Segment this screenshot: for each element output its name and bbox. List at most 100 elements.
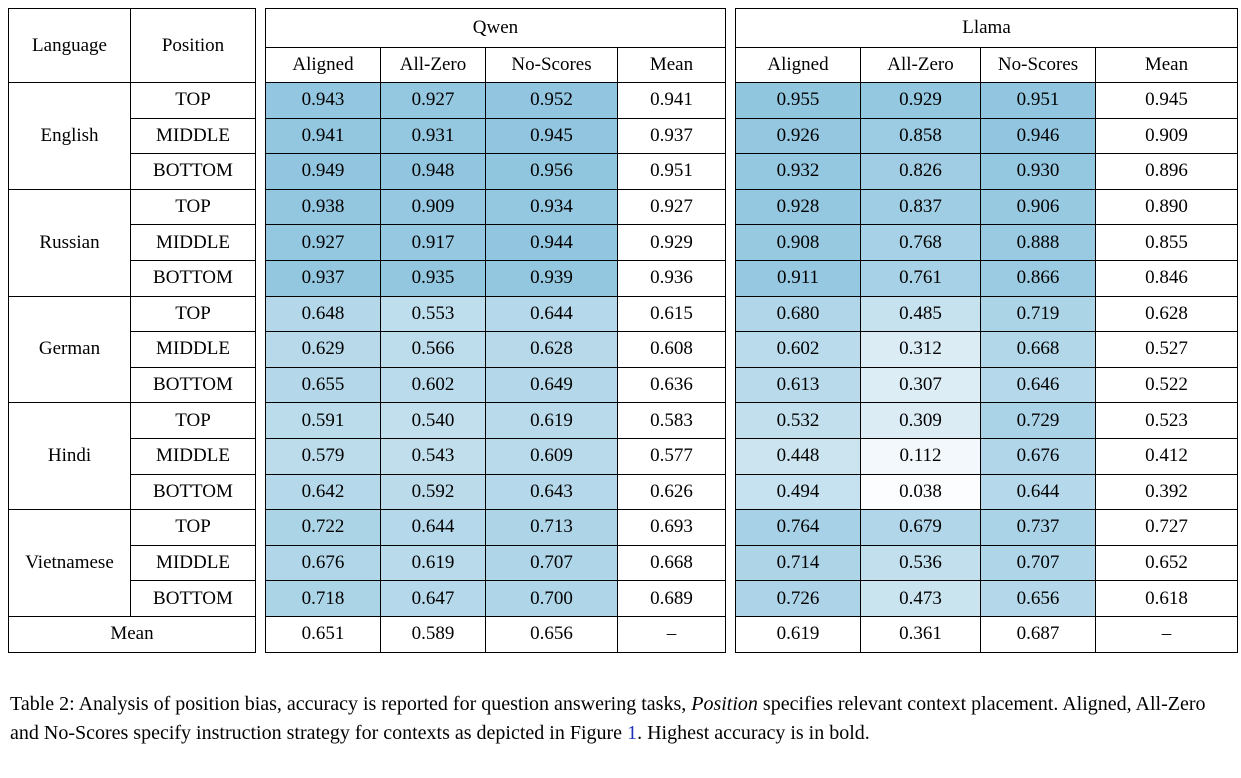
accuracy-cell: 0.941 bbox=[617, 82, 726, 119]
accuracy-cell: 0.412 bbox=[1095, 437, 1238, 475]
accuracy-cell: 0.944 bbox=[485, 224, 618, 261]
mean-accuracy-cell: 0.619 bbox=[735, 615, 861, 653]
caption-position-italic: Position bbox=[691, 693, 758, 715]
accuracy-cell: 0.943 bbox=[265, 82, 381, 119]
accuracy-cell: 0.644 bbox=[485, 295, 618, 333]
accuracy-cell: 0.583 bbox=[617, 402, 726, 439]
caption-text: Table 2: Analysis of position bias, accu… bbox=[10, 693, 692, 715]
accuracy-cell: 0.652 bbox=[1095, 544, 1238, 582]
accuracy-cell: 0.679 bbox=[860, 509, 981, 546]
accuracy-cell: 0.494 bbox=[735, 473, 861, 511]
language-column-header: Language bbox=[8, 8, 131, 83]
accuracy-cell: 0.911 bbox=[735, 259, 861, 297]
accuracy-cell: 0.737 bbox=[980, 509, 1096, 546]
position-column-header: Position bbox=[130, 8, 256, 83]
language-cell: German bbox=[8, 295, 131, 404]
accuracy-cell: 0.931 bbox=[380, 117, 486, 155]
accuracy-cell: 0.858 bbox=[860, 117, 981, 155]
accuracy-cell: 0.917 bbox=[380, 224, 486, 261]
accuracy-cell: 0.656 bbox=[980, 580, 1096, 617]
position-cell: BOTTOM bbox=[130, 153, 256, 190]
position-cell: BOTTOM bbox=[130, 366, 256, 404]
accuracy-cell: 0.951 bbox=[980, 82, 1096, 119]
accuracy-cell: 0.112 bbox=[860, 437, 981, 475]
accuracy-cell: 0.722 bbox=[265, 509, 381, 546]
accuracy-cell: 0.629 bbox=[265, 331, 381, 368]
accuracy-cell: 0.668 bbox=[980, 331, 1096, 368]
accuracy-cell: 0.761 bbox=[860, 259, 981, 297]
mean-accuracy-cell: 0.656 bbox=[485, 615, 618, 653]
qwen-allzero-header: All-Zero bbox=[380, 47, 486, 83]
accuracy-cell: 0.718 bbox=[265, 580, 381, 617]
mean-row-label: Mean bbox=[8, 615, 256, 653]
accuracy-cell: 0.643 bbox=[485, 473, 618, 511]
accuracy-cell: 0.536 bbox=[860, 544, 981, 582]
position-cell: TOP bbox=[130, 295, 256, 333]
accuracy-cell: 0.609 bbox=[485, 437, 618, 475]
block-gap bbox=[255, 8, 266, 652]
accuracy-cell: 0.937 bbox=[265, 259, 381, 297]
accuracy-cell: 0.726 bbox=[735, 580, 861, 617]
accuracy-cell: 0.676 bbox=[265, 544, 381, 582]
position-cell: MIDDLE bbox=[130, 224, 256, 261]
accuracy-cell: 0.896 bbox=[1095, 153, 1238, 190]
accuracy-cell: 0.714 bbox=[735, 544, 861, 582]
accuracy-cell: 0.936 bbox=[617, 259, 726, 297]
accuracy-cell: 0.866 bbox=[980, 259, 1096, 297]
accuracy-cell: 0.473 bbox=[860, 580, 981, 617]
accuracy-cell: 0.628 bbox=[1095, 295, 1238, 333]
mean-accuracy-cell: – bbox=[1095, 615, 1238, 653]
language-cell: Russian bbox=[8, 188, 131, 297]
mean-accuracy-cell: 0.361 bbox=[860, 615, 981, 653]
accuracy-cell: 0.619 bbox=[380, 544, 486, 582]
accuracy-cell: 0.527 bbox=[1095, 331, 1238, 368]
accuracy-cell: 0.927 bbox=[617, 188, 726, 226]
accuracy-cell: 0.700 bbox=[485, 580, 618, 617]
accuracy-cell: 0.312 bbox=[860, 331, 981, 368]
accuracy-cell: 0.038 bbox=[860, 473, 981, 511]
accuracy-cell: 0.523 bbox=[1095, 402, 1238, 439]
figure-1-link[interactable]: 1 bbox=[627, 722, 638, 744]
accuracy-cell: 0.309 bbox=[860, 402, 981, 439]
accuracy-cell: 0.644 bbox=[980, 473, 1096, 511]
position-cell: TOP bbox=[130, 188, 256, 226]
mean-accuracy-cell: 0.651 bbox=[265, 615, 381, 653]
accuracy-cell: 0.764 bbox=[735, 509, 861, 546]
accuracy-cell: 0.948 bbox=[380, 153, 486, 190]
accuracy-cell: 0.906 bbox=[980, 188, 1096, 226]
mean-accuracy-cell: 0.687 bbox=[980, 615, 1096, 653]
qwen-aligned-header: Aligned bbox=[265, 47, 381, 83]
accuracy-cell: 0.613 bbox=[735, 366, 861, 404]
position-cell: MIDDLE bbox=[130, 544, 256, 582]
accuracy-cell: 0.945 bbox=[485, 117, 618, 155]
accuracy-cell: 0.946 bbox=[980, 117, 1096, 155]
accuracy-cell: 0.655 bbox=[265, 366, 381, 404]
accuracy-cell: 0.927 bbox=[380, 82, 486, 119]
accuracy-cell: 0.846 bbox=[1095, 259, 1238, 297]
language-cell: Hindi bbox=[8, 402, 131, 511]
llama-mean-header: Mean bbox=[1095, 47, 1238, 83]
accuracy-cell: 0.553 bbox=[380, 295, 486, 333]
accuracy-cell: 0.927 bbox=[265, 224, 381, 261]
accuracy-cell: 0.693 bbox=[617, 509, 726, 546]
accuracy-cell: 0.540 bbox=[380, 402, 486, 439]
accuracy-cell: 0.707 bbox=[485, 544, 618, 582]
position-cell: BOTTOM bbox=[130, 473, 256, 511]
accuracy-cell: 0.636 bbox=[617, 366, 726, 404]
accuracy-cell: 0.676 bbox=[980, 437, 1096, 475]
accuracy-cell: 0.955 bbox=[735, 82, 861, 119]
caption-text: . Highest accuracy is in bold. bbox=[637, 722, 870, 744]
llama-noscores-header: No-Scores bbox=[980, 47, 1096, 83]
accuracy-cell: 0.644 bbox=[380, 509, 486, 546]
table-caption: Table 2: Analysis of position bias, accu… bbox=[10, 690, 1232, 748]
qwen-mean-header: Mean bbox=[617, 47, 726, 83]
accuracy-cell: 0.532 bbox=[735, 402, 861, 439]
accuracy-cell: 0.952 bbox=[485, 82, 618, 119]
mean-accuracy-cell: – bbox=[617, 615, 726, 653]
accuracy-cell: 0.934 bbox=[485, 188, 618, 226]
position-cell: TOP bbox=[130, 402, 256, 439]
accuracy-cell: 0.930 bbox=[980, 153, 1096, 190]
accuracy-cell: 0.307 bbox=[860, 366, 981, 404]
accuracy-cell: 0.626 bbox=[617, 473, 726, 511]
accuracy-cell: 0.937 bbox=[617, 117, 726, 155]
